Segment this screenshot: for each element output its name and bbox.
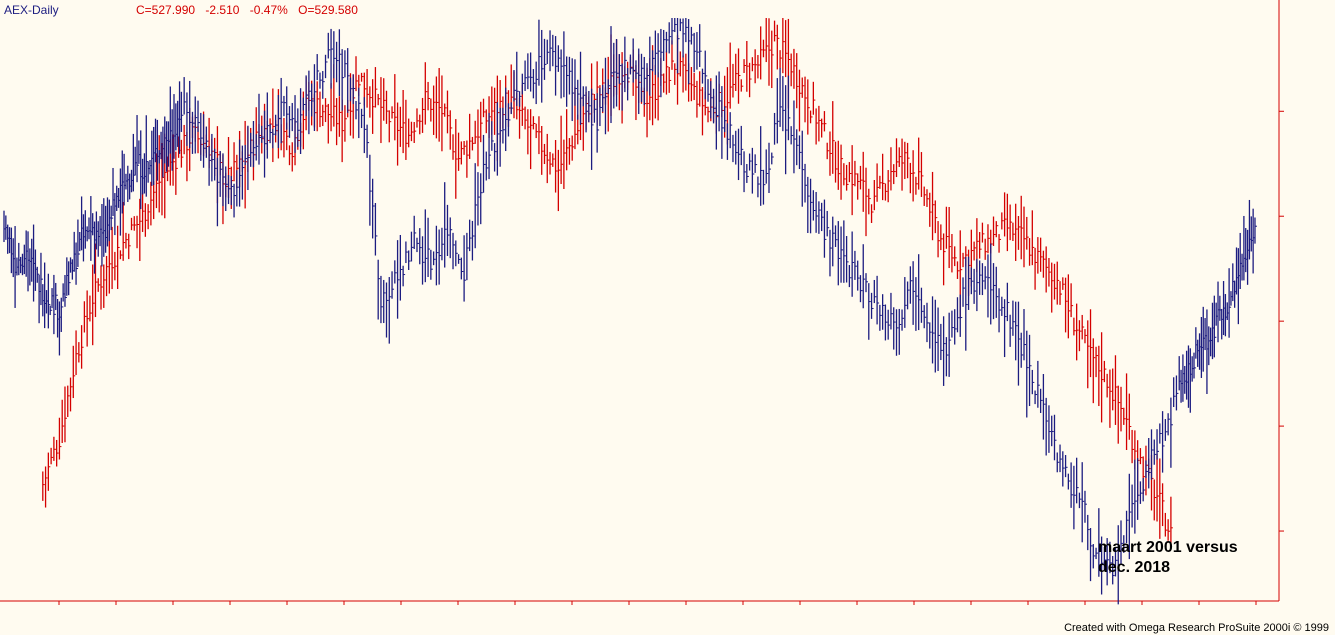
annotation-line-1: maart 2001 versus [1098, 539, 1238, 556]
series-blue [3, 18, 1257, 605]
series-red [42, 18, 1173, 548]
chart-stats: C=527.990 -2.510 -0.47% O=529.580 [136, 3, 365, 17]
footer-credit: Created with Omega Research ProSuite 200… [1064, 622, 1329, 634]
change-percent: -0.47% [249, 3, 288, 17]
change-value: -2.510 [205, 3, 240, 17]
chart-symbol-label: AEX-Daily [4, 3, 59, 17]
open-value: O=529.580 [298, 3, 358, 17]
chart-annotation: maart 2001 versus dec. 2018 [1098, 538, 1238, 578]
close-value: C=527.990 [136, 3, 196, 17]
annotation-line-2: dec. 2018 [1098, 559, 1171, 576]
